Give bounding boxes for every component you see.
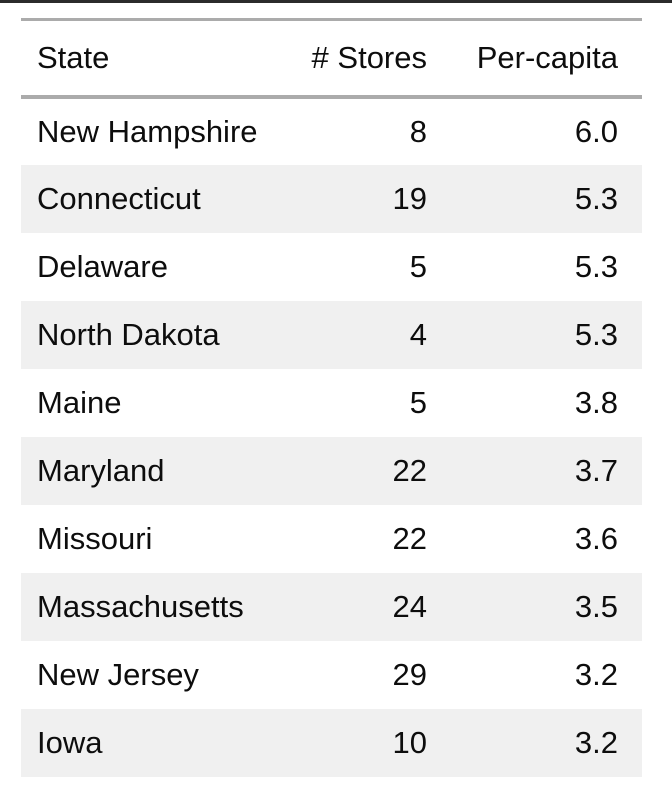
cell-stores: 10 (392, 725, 427, 760)
cell-stores: 5 (409, 249, 427, 284)
cell-state: Maine (37, 385, 122, 420)
cell-per-capita: 3.6 (574, 521, 618, 556)
table-row: Iowa 10 3.2 (21, 708, 642, 777)
stores-by-state-table: State # Stores Per-capita New Hampshire … (21, 18, 642, 777)
table-body: New Hampshire 8 6.0 Connecticut 19 5.3 D… (21, 97, 642, 777)
cell-stores: 22 (392, 453, 427, 488)
column-header-per-capita: Per-capita (451, 19, 642, 99)
cell-stores: 22 (392, 521, 427, 556)
table-header: State # Stores Per-capita (21, 19, 642, 99)
cell-state: New Jersey (37, 657, 199, 692)
cell-stores: 5 (409, 385, 427, 420)
table-row: Missouri 22 3.6 (21, 505, 642, 573)
cell-state: Missouri (37, 521, 153, 556)
table-row: Delaware 5 5.3 (21, 233, 642, 301)
column-header-stores: # Stores (291, 19, 451, 99)
table-row: Maryland 22 3.7 (21, 436, 642, 505)
cell-per-capita: 5.3 (574, 317, 618, 352)
cell-per-capita: 3.2 (574, 657, 618, 692)
table-row: Connecticut 19 5.3 (21, 164, 642, 233)
cell-per-capita: 6.0 (574, 114, 618, 149)
cell-per-capita: 5.3 (574, 249, 618, 284)
cell-state: Delaware (37, 249, 168, 284)
cell-per-capita: 3.5 (574, 589, 618, 624)
table-row: Massachusetts 24 3.5 (21, 572, 642, 641)
cell-stores: 4 (409, 317, 427, 352)
cell-state: Maryland (37, 453, 165, 488)
cell-state: New Hampshire (37, 114, 258, 149)
cell-state: Connecticut (37, 181, 201, 216)
table-row: North Dakota 4 5.3 (21, 300, 642, 369)
cell-stores: 24 (392, 589, 427, 624)
cell-per-capita: 3.7 (574, 453, 618, 488)
cell-state: Iowa (37, 725, 103, 760)
table-screenshot: State # Stores Per-capita New Hampshire … (0, 0, 672, 777)
cell-stores: 19 (392, 181, 427, 216)
cell-state: North Dakota (37, 317, 220, 352)
table-row: New Jersey 29 3.2 (21, 641, 642, 709)
cell-stores: 29 (392, 657, 427, 692)
cell-per-capita: 3.8 (574, 385, 618, 420)
column-header-state: State (21, 19, 291, 99)
cell-state: Massachusetts (37, 589, 244, 624)
cell-stores: 8 (409, 114, 427, 149)
table-row: New Hampshire 8 6.0 (21, 97, 642, 165)
cell-per-capita: 3.2 (574, 725, 618, 760)
top-divider (0, 0, 672, 3)
table-row: Maine 5 3.8 (21, 369, 642, 437)
cell-per-capita: 5.3 (574, 181, 618, 216)
header-row: State # Stores Per-capita (21, 19, 642, 99)
